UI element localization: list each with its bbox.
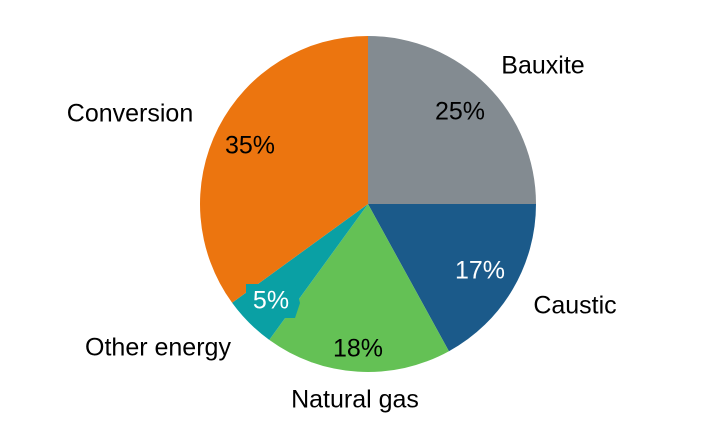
value-label-callout — [246, 284, 300, 318]
value-label-other-energy: 5% — [253, 287, 289, 315]
value-label-bauxite: 25% — [435, 98, 485, 126]
category-label-natural-gas: Natural gas — [291, 386, 419, 414]
value-label-conversion: 35% — [225, 132, 275, 160]
category-label-conversion: Conversion — [67, 100, 193, 128]
category-label-other-energy: Other energy — [85, 334, 231, 362]
pie-slice-bauxite — [368, 36, 536, 204]
value-label-caustic: 17% — [455, 257, 505, 285]
pie-slice-natural-gas — [269, 204, 449, 372]
category-label-caustic: Caustic — [533, 292, 616, 320]
pie-slice-caustic — [368, 204, 536, 352]
pie-slice-conversion — [200, 36, 368, 303]
category-label-bauxite: Bauxite — [501, 52, 584, 80]
value-label-natural-gas: 18% — [333, 335, 383, 363]
